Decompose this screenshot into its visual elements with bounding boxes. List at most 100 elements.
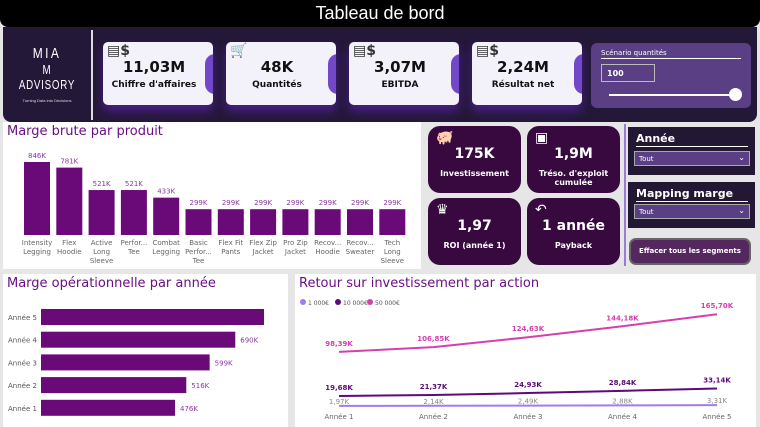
slicer-mapping-marge: Mapping marge Tout ⌄: [628, 182, 755, 228]
metric-tile: ↶ 1 année Payback: [527, 198, 620, 265]
data-label: 781K: [60, 158, 78, 166]
x-tick-label: Long: [384, 248, 401, 256]
x-tick-label: Jacket: [252, 248, 274, 256]
slicer-annee-dropdown[interactable]: Tout ⌄: [634, 151, 750, 166]
bar[interactable]: [217, 209, 244, 235]
chart-title: Marge opérationnelle par année: [7, 276, 216, 291]
x-tick-label: Hoodie: [57, 248, 82, 256]
scenario-label: Scénario quantités: [601, 49, 741, 59]
legend-label[interactable]: 10 000€: [343, 300, 368, 307]
x-tick-label: Sweater: [346, 248, 375, 256]
logo-tagline: Turning Data into Decisions: [22, 98, 72, 103]
x-tick-label: Hoodie: [315, 248, 340, 256]
bar[interactable]: [41, 399, 176, 416]
x-tick-label: Tee: [192, 257, 205, 265]
data-label: 28,84K: [609, 379, 637, 387]
x-tick-label: Tech: [383, 239, 400, 247]
x-tick-label: Perfor...: [120, 239, 147, 247]
metric-tile: ♛ 1,97 ROI (année 1): [428, 198, 521, 265]
data-label: 2,88K: [612, 397, 633, 405]
data-label: 690K: [240, 337, 258, 345]
card-accent: [328, 54, 336, 94]
kpi-card: ▤$ 2,24M Résultat net: [472, 42, 582, 105]
roi-line-chart: 1 000€ 10 000€ 50 000€ Année 1 Année 2 Année …: [300, 299, 734, 421]
bar[interactable]: [41, 309, 264, 325]
x-tick-label: Long: [93, 248, 110, 256]
tile-label: Payback: [554, 241, 593, 250]
series-line[interactable]: [338, 404, 718, 407]
money-icon: ▤$: [353, 43, 376, 59]
bar[interactable]: [24, 162, 50, 235]
clear-all-slicers-button[interactable]: Effacer tous les segments: [629, 238, 751, 265]
logo-line1: MIA: [32, 45, 62, 62]
legend-label[interactable]: 50 000€: [375, 300, 400, 307]
money-icon: ▤$: [476, 43, 499, 59]
y-tick-label: Année 2: [8, 382, 37, 390]
tile-value: 175K: [454, 146, 495, 162]
kpi-label: Quantités: [252, 80, 302, 90]
series-line[interactable]: [338, 387, 718, 397]
gross-margin-chart: 846KIntensityLegging781KFlexHoodie521KAc…: [22, 152, 406, 265]
legend-label[interactable]: 1 000€: [308, 300, 329, 307]
x-tick-label: Pro Zip: [283, 239, 308, 247]
bar[interactable]: [41, 331, 236, 348]
legend-marker: [335, 299, 341, 305]
logo-line2: M ADVISORY: [18, 62, 76, 92]
kpi-card: ▤$ 3,07M EBITDA: [349, 42, 459, 105]
card-accent: [205, 54, 213, 94]
dropdown-value: Tout: [639, 155, 654, 163]
scenario-input[interactable]: 100: [601, 64, 655, 82]
crown-icon: ♛: [436, 202, 449, 218]
return-arrow-icon: ↶: [535, 202, 547, 218]
bar[interactable]: [347, 209, 373, 235]
data-label: 521K: [93, 180, 111, 188]
data-label: 106,85K: [417, 335, 450, 343]
x-tick-label: Active: [91, 239, 113, 247]
data-label: 299K: [319, 199, 337, 207]
data-label: 2,14K: [423, 398, 444, 406]
data-label: 124,63K: [512, 325, 545, 333]
data-label: 3,31K: [707, 397, 728, 405]
kpi-value: 3,07M: [374, 58, 426, 76]
x-tick-label: Jacket: [284, 248, 306, 256]
divider: [624, 124, 626, 266]
bar[interactable]: [185, 209, 212, 235]
chart-title: Marge brute par produit: [7, 124, 163, 139]
y-tick-label: Année 3: [8, 359, 37, 367]
bar[interactable]: [379, 209, 406, 235]
y-tick-label: Année 1: [8, 405, 37, 413]
bar[interactable]: [41, 377, 187, 394]
x-tick-label: Basic: [189, 239, 208, 247]
x-tick-label: Flex Zip: [249, 239, 277, 247]
data-label: 299K: [351, 199, 369, 207]
legend-marker: [367, 299, 373, 305]
bar[interactable]: [120, 190, 147, 235]
bar[interactable]: [41, 354, 210, 371]
kpi-label: Résultat net: [491, 80, 555, 90]
bar[interactable]: [250, 209, 277, 235]
y-tick-label: Année 4: [8, 337, 38, 345]
bar[interactable]: [56, 167, 83, 235]
data-label: 21,37K: [420, 383, 448, 391]
x-tick-label: Flex Fit: [218, 239, 243, 247]
series-line[interactable]: [338, 313, 718, 353]
page-title: Tableau de bord: [0, 0, 760, 27]
kpi-value: 2,24M: [497, 58, 549, 76]
data-label: 299K: [190, 199, 208, 207]
x-tick-label: Année 2: [419, 413, 448, 421]
bar[interactable]: [282, 209, 309, 235]
data-label: 98,39K: [325, 340, 353, 348]
operating-margin-chart: Année 5 Année 4 690K Année 3 599K Année 2 516K…: [8, 309, 264, 416]
x-tick-label: Legging: [23, 248, 51, 256]
data-label: 33,14K: [703, 376, 731, 384]
chart-title: Retour sur investissement par action: [299, 276, 540, 291]
slider-track[interactable]: [609, 94, 737, 96]
x-tick-label: Sleeve: [90, 257, 113, 265]
bar[interactable]: [153, 197, 180, 235]
bar[interactable]: [88, 190, 115, 235]
data-label: 24,93K: [514, 381, 542, 389]
slider-handle[interactable]: [729, 88, 742, 101]
bar[interactable]: [314, 209, 341, 235]
slicer-mapping-dropdown[interactable]: Tout ⌄: [634, 204, 750, 219]
data-label: 1,97K: [329, 398, 350, 406]
